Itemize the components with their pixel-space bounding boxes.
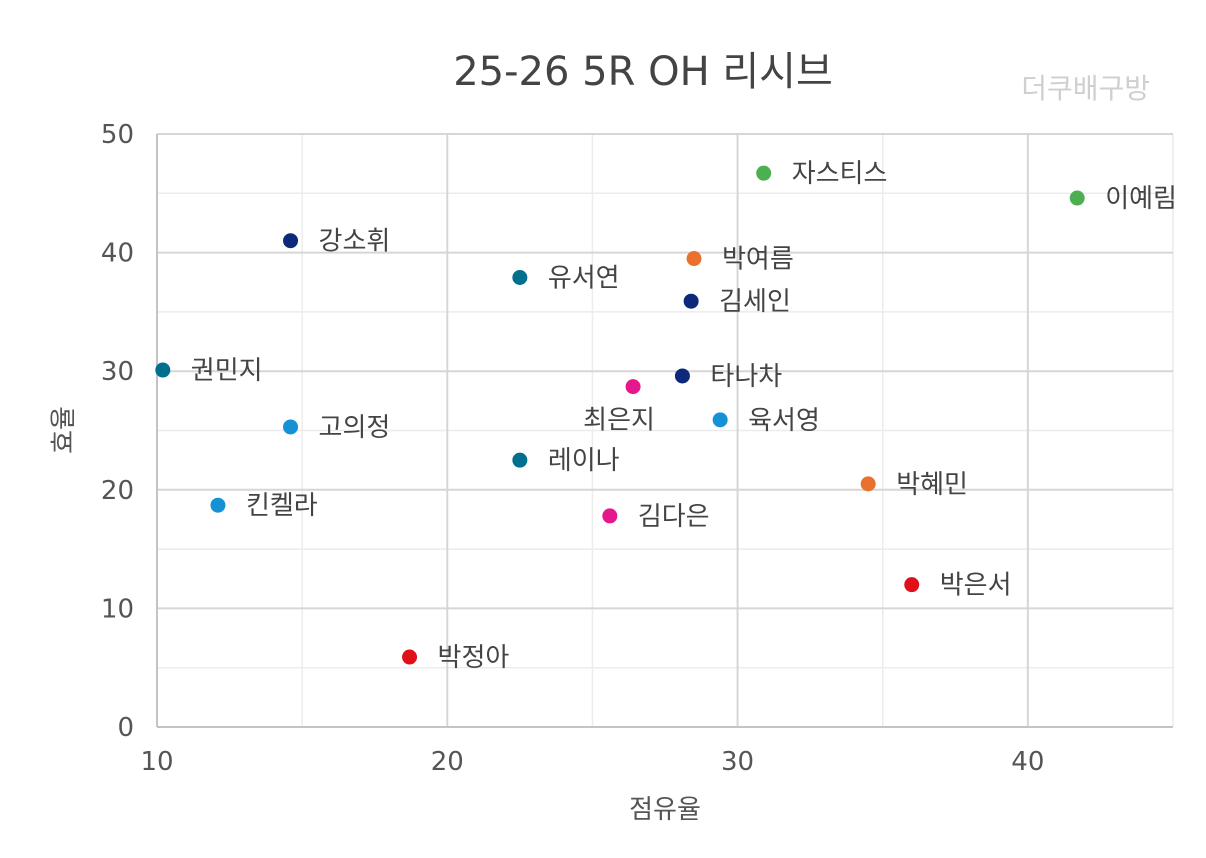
- data-point: [210, 497, 226, 513]
- data-point: [860, 476, 876, 492]
- data-point: [674, 368, 690, 384]
- data-point: [712, 412, 728, 428]
- grid: [157, 133, 1174, 727]
- data-label: 육서영: [748, 406, 820, 436]
- data-point: [683, 293, 699, 309]
- y-axis-title: 효율: [49, 406, 79, 454]
- data-label: 이예림: [1105, 184, 1177, 214]
- data-point: [512, 452, 528, 468]
- x-tick-label: 20: [431, 747, 464, 777]
- data-point: [1069, 190, 1085, 206]
- data-label: 유서연: [548, 264, 620, 294]
- data-label: 최은지: [583, 406, 655, 436]
- x-tick-label: 30: [721, 747, 754, 777]
- y-tick-label: 0: [117, 713, 134, 743]
- data-point: [904, 577, 920, 593]
- data-point: [756, 165, 772, 181]
- data-label: 김세인: [719, 287, 791, 317]
- data-label: 권민지: [191, 356, 263, 386]
- data-label: 타나차: [710, 362, 782, 392]
- y-tick-label: 40: [101, 239, 134, 269]
- data-label: 박정아: [438, 643, 510, 673]
- data-label: 킨켈라: [246, 491, 318, 521]
- x-tick-label: 40: [1011, 747, 1044, 777]
- y-tick-label: 30: [101, 357, 134, 387]
- data-points: [155, 165, 1085, 665]
- data-label: 고의정: [319, 413, 391, 443]
- y-tick-label: 50: [101, 120, 134, 150]
- data-point: [512, 270, 528, 286]
- x-axis-title: 점유율: [629, 795, 701, 825]
- y-tick-label: 20: [101, 476, 134, 506]
- chart-title: 25-26 5R OH 리시브: [453, 49, 833, 95]
- data-label: 박혜민: [896, 470, 968, 500]
- data-point: [686, 251, 702, 267]
- data-point: [283, 419, 299, 435]
- data-label: 레이나: [548, 446, 620, 476]
- x-tick-label: 10: [140, 747, 173, 777]
- y-tick-label: 10: [101, 594, 134, 624]
- data-label: 박은서: [940, 571, 1012, 601]
- data-point: [283, 233, 299, 249]
- data-point: [625, 379, 641, 395]
- data-label: 자스티스: [792, 159, 888, 189]
- data-label: 김다은: [638, 502, 710, 532]
- data-point: [402, 649, 418, 665]
- data-label: 박여름: [722, 245, 794, 275]
- data-point: [155, 362, 171, 378]
- data-point: [602, 508, 618, 524]
- data-label: 강소휘: [319, 227, 391, 257]
- watermark-text: 더쿠배구방: [1021, 72, 1150, 105]
